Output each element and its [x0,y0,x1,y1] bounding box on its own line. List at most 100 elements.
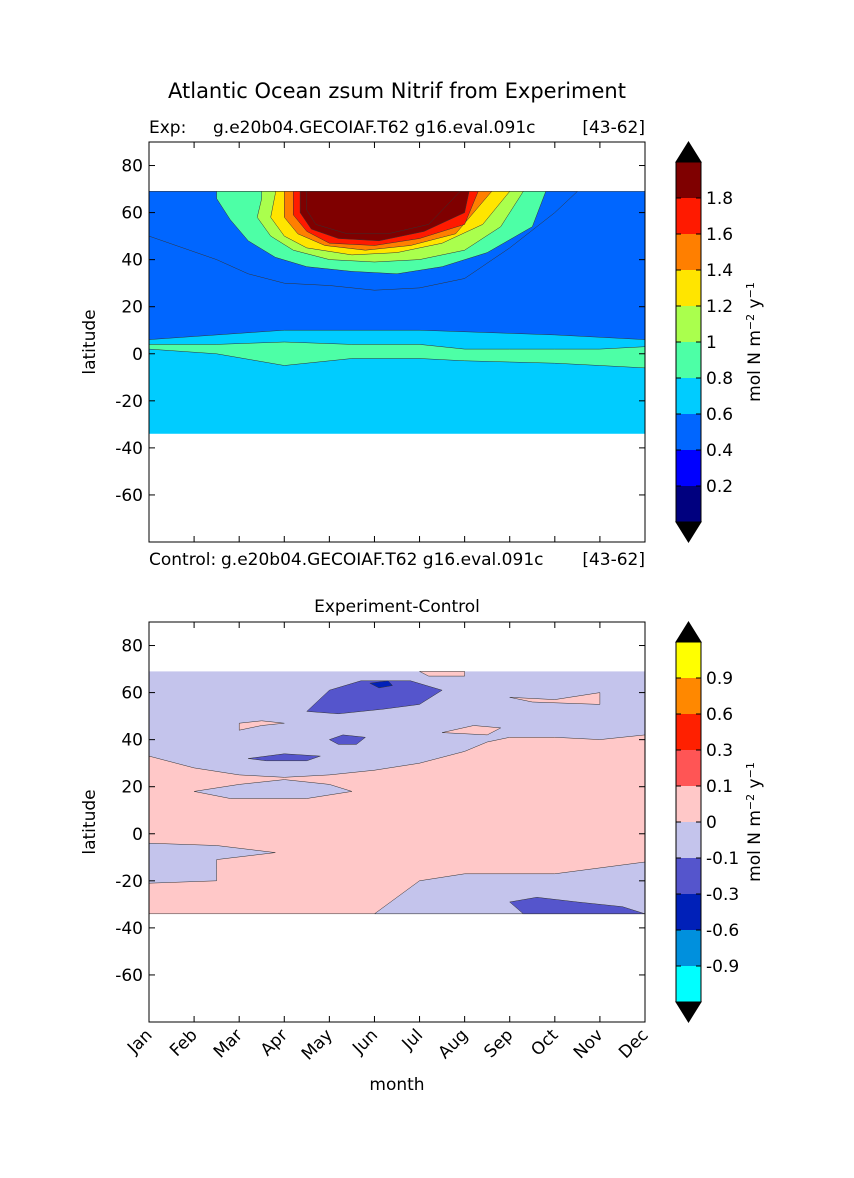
x-tick-label: Oct [527,1025,562,1060]
x-tick-label: Dec [615,1025,652,1062]
colorbar-swatch [676,198,701,234]
colorbar-swatch [676,342,701,378]
y-tick-label: -60 [115,486,143,506]
colorbar-tick-label: 0.6 [706,705,733,725]
colorbar-tick-label: 0.3 [706,741,733,761]
contour-band-0.8-tropics [149,341,645,369]
panel2-control-label: Control: [149,550,216,570]
panel1-contour-fill [149,191,645,434]
contour-region [419,671,465,677]
y-tick-label: 0 [132,825,143,845]
colorbar-swatch [676,486,701,522]
y-tick-label: -40 [115,919,143,939]
contour-level-2 [306,191,461,235]
colorbar-tick-label: 1.8 [706,189,733,209]
x-tick-label: Apr [257,1025,292,1060]
colorbar-swatch [676,786,701,822]
contour-region [194,779,352,799]
colorbar-tick-label: 0.8 [706,369,733,389]
x-tick-label: Sep [480,1025,517,1062]
colorbar-tick-label: -0.3 [706,885,739,905]
x-tick-label: May [298,1025,337,1064]
colorbar-tick-label: 1.2 [706,297,733,317]
panel1-colorbar: 0.2 0.4 0.6 0.8 1 1.2 1.4 1.6 1.8 mol N m−2 y−1 [675,141,766,543]
colorbar-swatch [676,450,701,486]
colorbar-label-part: y [745,778,765,793]
colorbar-label: mol N m−2 y−1 [744,282,766,402]
y-tick-label: -20 [115,872,143,892]
contour-region [369,680,394,689]
y-tick-label: -40 [115,439,143,459]
colorbar-swatch [676,750,701,786]
y-tick-label: -20 [115,392,143,412]
contour-region [509,897,645,915]
x-tick-label: Jun [348,1025,382,1059]
colorbar-label-part: mol N m [745,810,765,882]
x-tick-label: Aug [435,1025,473,1063]
panel2-title: Experiment-Control [314,597,480,617]
y-tick-label: 60 [121,684,143,704]
colorbar-tick-label: 0.4 [706,441,733,461]
x-tick-label: Jul [398,1025,427,1054]
panel2-x-label: month [369,1075,424,1095]
colorbar-label-part: mol N m [745,330,765,402]
colorbar-tick-label: -0.6 [706,921,739,941]
contour-region [509,692,601,705]
colorbar-label-part: −2 [744,794,757,810]
panel1-y-label: latitude [80,309,100,374]
panel1-exp-name: g.e20b04.GECOIAF.T62 g16.eval.091c [213,118,535,138]
colorbar-tick-label: -0.9 [706,957,739,977]
colorbar-tick-label: -0.1 [706,849,739,869]
figure-title: Atlantic Ocean zsum Nitrif from Experime… [168,79,626,103]
colorbar-label-part: −1 [744,282,757,298]
colorbar-swatch [676,270,701,306]
contour-region [306,680,443,715]
bottom-panel: Experiment-Control 80 60 40 20 0 -20 -40 -60 Ja… [80,597,765,1095]
colorbar-swatch [676,966,701,1002]
colorbar-swatch [676,234,701,270]
colorbar-swatch [676,714,701,750]
contour-region [373,861,645,915]
top-panel: Exp: g.e20b04.GECOIAF.T62 g16.eval.091c … [80,118,766,543]
colorbar-tick-label: 0 [706,813,717,833]
colorbar-extend-min [675,1001,702,1023]
panel2-y-label: latitude [80,789,100,854]
colorbar-extend-max [675,621,702,643]
panel2-frame [148,621,646,1023]
y-tick-label: 80 [121,637,143,657]
contour-region [149,842,276,884]
colorbar-tick-label: 1.6 [706,225,733,245]
y-tick-label: 20 [121,298,143,318]
colorbar-label: mol N m−2 y−1 [744,762,766,882]
panel1-frame [148,141,646,543]
panel1-y-axis: 80 60 40 20 0 -20 -40 -60 [115,142,646,542]
colorbar-tick-label: 1.4 [706,261,733,281]
colorbar-tick-label: 0.1 [706,777,733,797]
y-tick-label: 60 [121,204,143,224]
colorbar-label-part: −2 [744,314,757,330]
colorbar-tick-label: 0.2 [706,477,733,497]
x-tick-label: Feb [166,1025,201,1060]
x-tick-label: Mar [210,1025,247,1062]
y-tick-label: -60 [115,966,143,986]
y-tick-label: 40 [121,251,143,271]
panel1-year-range: [43-62] [582,118,645,138]
colorbar-swatch [676,858,701,894]
colorbar-label-part: y [745,298,765,313]
panel2-contour-fill [149,671,645,915]
contour-region [149,734,645,915]
contour-region [238,720,285,731]
colorbar-swatch [676,678,701,714]
colorbar-swatch [676,414,701,450]
colorbar-extend-min [675,521,702,543]
colorbar-swatch [676,306,701,342]
contour-region [442,725,502,736]
y-tick-label: 80 [121,157,143,177]
colorbar-swatch [676,162,701,198]
colorbar-swatch [676,642,701,678]
colorbar-label-part: −1 [744,762,757,778]
panel2-colorbar: -0.9 -0.6 -0.3 -0.1 0 0.1 0.3 0.6 0.9 mol N m−2 y… [675,621,766,1023]
y-tick-label: 20 [121,778,143,798]
colorbar-tick-label: 0.9 [706,669,733,689]
